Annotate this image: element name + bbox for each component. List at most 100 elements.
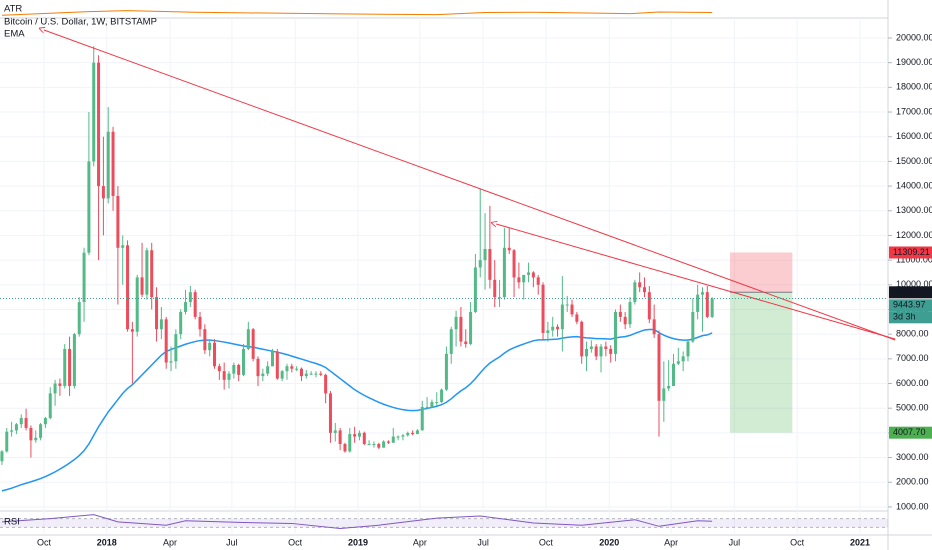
candle-body xyxy=(531,272,535,278)
y-tick-label: 15000.00 xyxy=(896,156,932,166)
candle-body xyxy=(517,277,521,283)
candle-body xyxy=(348,434,352,452)
candle-body xyxy=(710,298,714,317)
x-tick-label: Oct xyxy=(37,537,52,547)
candle-body xyxy=(222,371,226,380)
trendline xyxy=(44,30,896,341)
candle-body xyxy=(391,436,395,443)
candle-body xyxy=(483,249,487,261)
candle-body xyxy=(372,443,376,445)
candle-body xyxy=(411,432,415,435)
chart-title: Bitcoin / U.S. Dollar, 1W, BITSTAMP xyxy=(4,17,157,28)
target-label-bg xyxy=(889,426,932,439)
candle-body xyxy=(396,436,400,438)
candle-body xyxy=(261,373,265,377)
candle-body xyxy=(135,277,139,332)
candle-body xyxy=(145,250,149,295)
candle-body xyxy=(48,393,52,419)
y-tick-label: 2000.00 xyxy=(896,477,929,487)
candle-body xyxy=(241,348,245,375)
last-price-label-bg xyxy=(889,299,932,312)
candle-body xyxy=(546,330,550,333)
trendline xyxy=(496,224,896,340)
x-tick-label: 2019 xyxy=(348,537,368,547)
y-tick-label: 5000.00 xyxy=(896,403,929,413)
candle-body xyxy=(551,326,555,331)
candle-body xyxy=(328,393,332,433)
candle-body xyxy=(237,365,241,375)
countdown-label-bg xyxy=(889,311,932,324)
candle-body xyxy=(415,430,419,435)
candle-body xyxy=(473,267,477,312)
candle-body xyxy=(164,319,168,363)
candle-body xyxy=(657,334,661,401)
candle-body xyxy=(63,348,67,386)
candle-body xyxy=(270,351,274,367)
candle-body xyxy=(691,311,695,342)
x-tick-label: Apr xyxy=(664,537,678,547)
candle-body xyxy=(705,292,709,317)
candle-body xyxy=(53,383,57,394)
candle-body xyxy=(700,292,704,295)
countdown-label: 3d 3h xyxy=(893,312,916,322)
candle-body xyxy=(575,314,579,322)
candle-body xyxy=(140,277,144,295)
candle-body xyxy=(106,131,110,199)
stop-label: 11309.21 xyxy=(893,247,930,257)
candle-body xyxy=(444,353,448,390)
candle-body xyxy=(275,351,279,379)
x-tick-label: Oct xyxy=(288,537,303,547)
candle-body xyxy=(92,62,96,162)
candle-body xyxy=(295,368,299,370)
candle-body xyxy=(314,373,318,375)
candle-body xyxy=(386,441,390,443)
candle-body xyxy=(87,161,91,253)
candle-body xyxy=(589,346,593,349)
candle-body xyxy=(208,342,212,351)
candle-body xyxy=(116,195,120,248)
candle-body xyxy=(643,287,647,293)
x-tick-label: 2020 xyxy=(599,537,619,547)
y-tick-label: 10000.00 xyxy=(896,279,932,289)
candle-body xyxy=(97,62,101,187)
plot: Oct 2018 Apr Jul Oct 2019 Apr Jul Oct 2020 Apr Jul O… xyxy=(0,10,932,547)
y-tick-label: 18000.00 xyxy=(896,82,932,92)
candle-body xyxy=(502,247,506,298)
x-tick-label: Apr xyxy=(413,537,427,547)
candle-body xyxy=(82,252,86,303)
candle-body xyxy=(647,292,651,320)
candle-body xyxy=(353,434,357,437)
candle-body xyxy=(256,358,260,377)
stop-label-bg xyxy=(889,246,932,259)
candle-body xyxy=(377,443,381,448)
candle-body xyxy=(382,441,386,448)
candle-body xyxy=(126,245,130,330)
y-tick-label: 1000.00 xyxy=(896,501,929,511)
candle-body xyxy=(77,302,81,335)
candle-body xyxy=(324,374,328,394)
y-tick-label: 6000.00 xyxy=(896,378,929,388)
candle-body xyxy=(512,250,516,278)
target-zone xyxy=(730,292,793,433)
x-tick-label: Jul xyxy=(729,537,741,547)
y-tick-label: 17000.00 xyxy=(896,106,932,116)
candle-body xyxy=(609,348,613,354)
candle-body xyxy=(150,250,154,298)
candle-body xyxy=(667,385,671,389)
candle-body xyxy=(565,304,569,306)
candle-body xyxy=(130,329,134,332)
y-tick-label: 19000.00 xyxy=(896,57,932,67)
candle-body xyxy=(213,342,217,367)
candle-body xyxy=(34,437,38,441)
stop-zone xyxy=(730,252,793,293)
candle-body xyxy=(155,297,159,330)
y-tick-label: 20000.00 xyxy=(896,32,932,42)
candle-body xyxy=(0,451,4,462)
candle-body xyxy=(638,282,642,288)
candle-body xyxy=(184,302,188,312)
y-tick-label: 7000.00 xyxy=(896,353,929,363)
candle-body xyxy=(623,316,627,325)
candle-body xyxy=(449,329,453,354)
candle-body xyxy=(464,341,468,345)
